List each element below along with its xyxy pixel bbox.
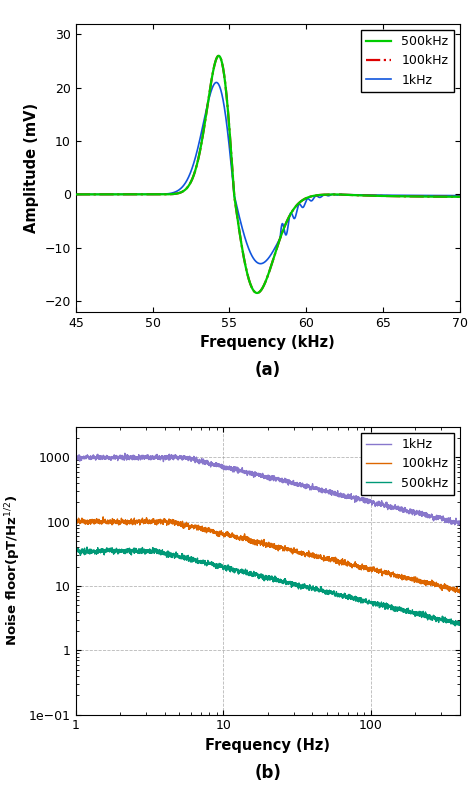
1kHz (408, 508, 414, 518)
500kHz (254, 288, 260, 298)
100kHz (254, 288, 260, 298)
1kHz (258, 259, 264, 268)
500kHz (457, 620, 463, 630)
100kHz (220, 64, 226, 74)
Line: 500kHz: 500kHz (76, 547, 460, 626)
100kHz (220, 530, 226, 540)
1kHz (450, 191, 456, 200)
100kHz (140, 515, 146, 525)
100kHz (139, 190, 145, 199)
1kHz (214, 78, 219, 87)
100kHz (237, 533, 243, 542)
100kHz (100, 512, 106, 522)
100kHz (117, 190, 122, 199)
Y-axis label: Noise floor(pT/Hz$^{1/2}$): Noise floor(pT/Hz$^{1/2}$) (4, 495, 23, 646)
500kHz (457, 192, 463, 202)
1kHz (237, 214, 243, 224)
1kHz (449, 517, 455, 526)
1kHz (220, 96, 226, 106)
Line: 100kHz: 100kHz (76, 517, 460, 593)
1kHz (408, 191, 414, 200)
1kHz (117, 452, 122, 461)
500kHz (449, 617, 455, 626)
100kHz (457, 192, 463, 202)
1kHz (73, 190, 79, 199)
100kHz (450, 192, 456, 202)
Text: (a): (a) (255, 360, 281, 379)
500kHz (117, 546, 123, 556)
Line: 500kHz: 500kHz (76, 56, 460, 293)
100kHz (216, 51, 221, 60)
500kHz (220, 64, 226, 74)
1kHz (456, 520, 462, 530)
100kHz (408, 191, 414, 201)
500kHz (408, 191, 414, 201)
Legend: 1kHz, 100kHz, 500kHz: 1kHz, 100kHz, 500kHz (361, 433, 454, 495)
1kHz (457, 191, 463, 200)
1kHz (117, 190, 122, 199)
Line: 1kHz: 1kHz (76, 453, 460, 525)
1kHz (220, 464, 226, 473)
500kHz (237, 229, 243, 239)
Text: (b): (b) (255, 764, 281, 781)
100kHz (73, 515, 79, 525)
X-axis label: Frequency (kHz): Frequency (kHz) (201, 335, 335, 350)
500kHz (117, 190, 122, 199)
1kHz (457, 518, 463, 528)
1kHz (122, 449, 128, 458)
500kHz (237, 567, 243, 576)
500kHz (216, 51, 221, 60)
500kHz (139, 190, 145, 199)
500kHz (450, 192, 456, 202)
1kHz (73, 449, 79, 459)
100kHz (457, 588, 463, 598)
Line: 1kHz: 1kHz (76, 83, 460, 264)
1kHz (237, 466, 243, 476)
100kHz (408, 573, 414, 583)
1kHz (140, 454, 146, 464)
1kHz (139, 190, 145, 199)
Line: 100kHz: 100kHz (76, 56, 460, 293)
100kHz (73, 190, 79, 199)
500kHz (73, 544, 79, 553)
100kHz (449, 583, 455, 592)
500kHz (84, 542, 90, 552)
Legend: 500kHz, 100kHz, 1kHz: 500kHz, 100kHz, 1kHz (361, 30, 454, 91)
500kHz (408, 608, 414, 618)
500kHz (140, 546, 146, 556)
100kHz (237, 229, 243, 239)
100kHz (117, 519, 123, 529)
Y-axis label: Amplitude (mV): Amplitude (mV) (24, 102, 39, 233)
500kHz (220, 565, 226, 574)
500kHz (452, 621, 458, 630)
X-axis label: Frequency (Hz): Frequency (Hz) (205, 738, 330, 753)
500kHz (73, 190, 79, 199)
